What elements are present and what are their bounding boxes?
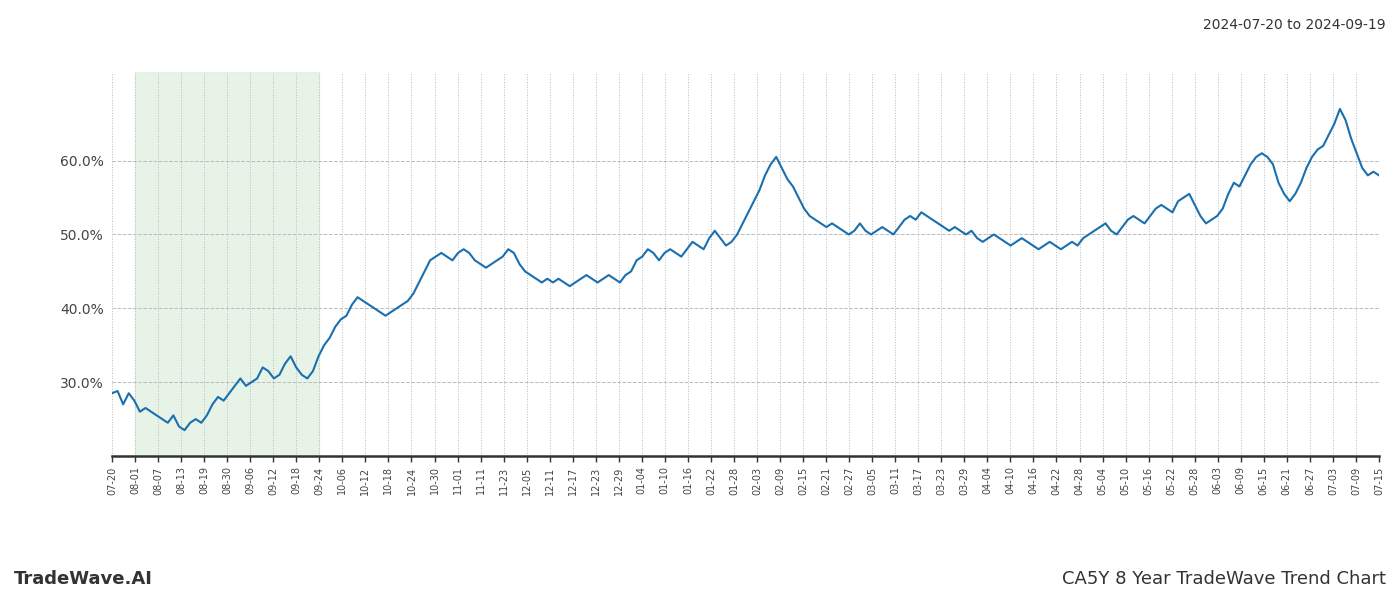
- Bar: [134, 72, 319, 456]
- Text: 2024-07-20 to 2024-09-19: 2024-07-20 to 2024-09-19: [1204, 18, 1386, 32]
- Text: CA5Y 8 Year TradeWave Trend Chart: CA5Y 8 Year TradeWave Trend Chart: [1063, 570, 1386, 588]
- Text: TradeWave.AI: TradeWave.AI: [14, 570, 153, 588]
